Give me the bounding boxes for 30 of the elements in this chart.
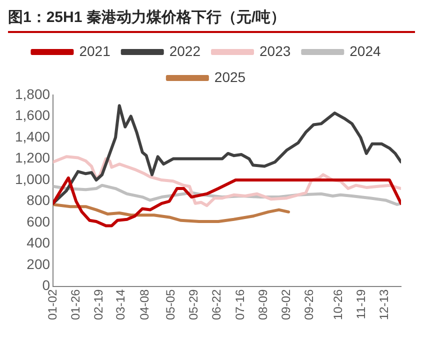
y-tick-label: 400	[26, 234, 50, 251]
legend-label: 2025	[214, 68, 246, 85]
y-tick-label: 800	[26, 192, 50, 208]
y-tick-label: 1,000	[14, 170, 50, 187]
chart-title: 图1：25H1 秦港动力煤价格下行（元/吨）	[8, 8, 415, 33]
x-tick-label: 01-02	[45, 288, 60, 320]
x-tick-label: 09-02	[278, 288, 293, 320]
legend-label: 2021	[79, 42, 111, 59]
x-tick-label: 12-13	[376, 288, 391, 320]
legend-label: 2022	[169, 42, 201, 59]
x-tick-label: 02-19	[91, 288, 106, 320]
x-tick-label: 08-09	[256, 288, 270, 320]
x-tick-label: 05-05	[164, 288, 178, 320]
x-tick-label: 11-19	[354, 288, 368, 320]
x-tick-label: 10-26	[330, 288, 345, 320]
y-tick-label: 1,400	[14, 128, 50, 144]
x-tick-label: 05-29	[186, 288, 201, 320]
x-tick-label: 07-16	[232, 288, 247, 320]
x-tick-label: 04-08	[138, 288, 152, 320]
y-tick-label: 200	[26, 256, 50, 272]
y-tick-label: 1,600	[14, 107, 50, 124]
y-tick-label: 1,200	[14, 150, 50, 166]
x-tick-label: 03-14	[114, 288, 128, 320]
y-tick-label: 1,800	[14, 86, 50, 102]
x-tick-label: 09-26	[302, 288, 316, 320]
x-tick-label: 01-26	[68, 288, 82, 320]
y-tick-label: 600	[26, 213, 50, 230]
legend-label: 2023	[260, 42, 291, 59]
legend-label: 2024	[350, 42, 382, 59]
x-tick-label: 06-22	[210, 288, 224, 320]
